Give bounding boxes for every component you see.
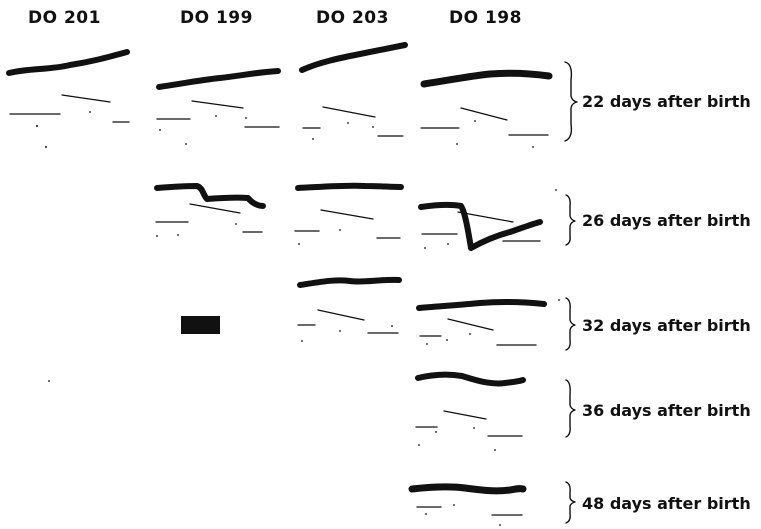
column-header-do-198: DO 198	[449, 8, 522, 28]
trace-group-do199-22d	[156, 68, 281, 128]
trace-group-do198-48d	[408, 483, 527, 516]
trace-wave	[418, 201, 543, 251]
trace-specks	[36, 111, 560, 526]
trace-wave	[420, 69, 553, 88]
trace-stimulus	[443, 410, 487, 420]
trace-wave	[297, 276, 402, 288]
trace-stimulus	[320, 209, 374, 220]
trace-stimulus	[189, 203, 241, 214]
trace-group-do203-26d	[294, 182, 404, 239]
trace-group-do201-22d	[6, 49, 130, 123]
trace-stimulus	[61, 94, 111, 103]
trace-stimulus	[447, 318, 494, 331]
row-brace-36d	[565, 379, 576, 438]
trace-wave	[408, 483, 527, 495]
row-label-32-days: 32 days after birth	[582, 316, 751, 335]
trace-stimulus	[322, 106, 376, 118]
row-label-22-days: 22 days after birth	[582, 92, 751, 111]
row-brace-26d	[565, 194, 576, 246]
trace-wave	[6, 49, 130, 76]
row-brace-48d	[565, 481, 576, 524]
trace-wave	[154, 183, 266, 209]
trace-wave	[416, 298, 547, 311]
row-label-26-days: 26 days after birth	[582, 211, 751, 230]
column-header-do-203: DO 203	[316, 8, 389, 28]
trace-group-do198-36d	[415, 371, 526, 437]
row-brace-22d	[564, 61, 578, 142]
column-header-do-201: DO 201	[28, 8, 101, 28]
trace-wave	[415, 371, 526, 387]
trace-stimulus	[317, 309, 365, 321]
trace-wave	[295, 182, 404, 191]
trace-stimulus	[460, 107, 508, 121]
trace-stimulus	[457, 211, 514, 223]
column-header-do-199: DO 199	[180, 8, 253, 28]
trace-stimulus	[191, 100, 244, 109]
row-label-48-days: 48 days after birth	[582, 494, 751, 513]
trace-wave	[299, 42, 408, 73]
trace-group-do198-22d	[420, 69, 553, 136]
row-label-36-days: 36 days after birth	[582, 401, 751, 420]
trace-wave	[156, 68, 281, 90]
row-brace-32d	[565, 297, 576, 351]
trace-group-do203-22d	[299, 42, 408, 137]
trace-group-do198-26d	[418, 201, 543, 251]
trace-group-do199-26d	[154, 183, 266, 233]
trace-group-do203-32d	[297, 276, 402, 334]
blackout-block-do199-32d	[181, 316, 220, 334]
trace-group-do198-32d	[416, 298, 547, 346]
